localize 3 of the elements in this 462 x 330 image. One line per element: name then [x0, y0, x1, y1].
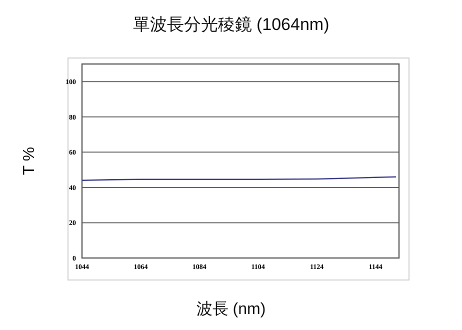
x-axis-title: 波長 (nm) — [196, 300, 266, 318]
y-axis-title: T % — [21, 146, 38, 176]
chart-title: 單波長分光稜鏡 (1064nm) — [132, 15, 330, 34]
